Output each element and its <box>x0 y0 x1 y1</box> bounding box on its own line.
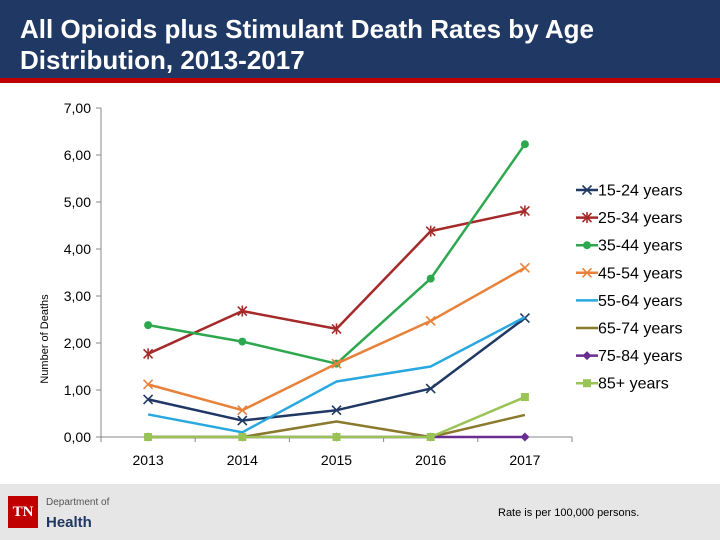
legend-label: 15-24 years <box>598 183 683 200</box>
series-line <box>147 316 526 434</box>
data-point <box>425 315 436 326</box>
tn-logo: TN <box>8 496 38 528</box>
marker-stroke <box>331 358 342 369</box>
series-25-34-years <box>143 205 530 360</box>
legend-marker <box>582 351 592 361</box>
data-point <box>331 358 342 369</box>
legend-item: 75-84 years <box>576 348 683 365</box>
marker-stroke <box>425 315 436 326</box>
data-point <box>425 383 436 394</box>
data-point <box>237 305 248 317</box>
series-line <box>147 266 526 412</box>
marker-stroke <box>143 379 154 390</box>
marker-stroke <box>519 262 530 273</box>
legend-marker <box>581 212 593 224</box>
legend-marker <box>583 241 591 250</box>
marker-stroke <box>143 394 154 405</box>
legend-label: 25-34 years <box>598 210 683 227</box>
x-tick-label: 2016 <box>415 452 446 468</box>
y-tick-label: 3,00 <box>64 288 91 304</box>
data-point <box>520 432 530 442</box>
data-point <box>519 205 530 217</box>
data-point <box>426 433 435 441</box>
x-tick-label: 2015 <box>321 452 352 468</box>
legend-label: 75-84 years <box>598 348 683 365</box>
data-point <box>332 433 341 441</box>
y-tick-label: 6,00 <box>64 147 91 163</box>
logo-department-text: Department of <box>46 497 110 508</box>
data-point <box>237 415 248 426</box>
legend-marker <box>583 379 591 388</box>
data-point <box>143 379 154 390</box>
data-point <box>237 405 248 416</box>
data-point <box>331 405 342 416</box>
data-point <box>426 274 435 283</box>
marker-stroke <box>581 184 593 196</box>
y-axis-title: Number of Deaths <box>39 294 51 384</box>
data-point <box>144 321 153 330</box>
legend-label: 65-74 years <box>598 321 683 338</box>
marker-stroke <box>237 415 248 426</box>
y-tick-label: 2,00 <box>64 335 91 351</box>
title-accent-bar <box>0 78 720 83</box>
data-point <box>144 433 153 441</box>
legend-item: 85+ years <box>576 376 669 393</box>
marker-stroke <box>237 405 248 416</box>
x-tick-label: 2014 <box>227 452 258 468</box>
legend-marker <box>581 184 593 196</box>
legend-item: 35-44 years <box>576 238 683 255</box>
y-tick-label: 4,00 <box>64 241 91 257</box>
x-axis-labels: 2013 2014 2015 2016 2017 <box>133 452 541 468</box>
data-point <box>425 225 436 237</box>
series-layer <box>143 140 530 442</box>
series-85-years <box>144 393 529 441</box>
y-tick-label: 7,00 <box>64 100 91 116</box>
y-tick-label: 5,00 <box>64 194 91 210</box>
page-title: All Opioids plus Stimulant Death Rates b… <box>20 14 595 75</box>
series-line <box>148 395 526 439</box>
legend-item: 15-24 years <box>576 183 683 200</box>
legend-label: 35-44 years <box>598 238 683 255</box>
line-chart: 0,001,002,003,004,005,006,007,00 2013 201… <box>39 100 683 468</box>
data-point <box>238 433 247 441</box>
legend-item: 45-54 years <box>576 265 683 282</box>
y-tick-label: 1,00 <box>64 382 91 398</box>
chart-axes <box>96 107 573 442</box>
data-point <box>143 394 154 405</box>
legend-label: 85+ years <box>598 376 669 393</box>
legend-item: 65-74 years <box>576 321 683 338</box>
legend-label: 45-54 years <box>598 265 683 282</box>
marker-stroke <box>331 405 342 416</box>
marker-stroke <box>425 383 436 394</box>
marker-stroke <box>581 267 593 278</box>
x-tick-label: 2017 <box>509 452 540 468</box>
legend-item: 25-34 years <box>576 210 683 227</box>
data-point <box>519 262 530 273</box>
data-point <box>331 323 342 335</box>
data-point <box>143 348 154 360</box>
y-axis-labels: 0,00 1,00 2,00 3,00 4,00 5,00 6,00 7,00 <box>64 100 91 445</box>
series-55-64-years <box>147 316 526 434</box>
legend-item: 55-64 years <box>576 293 683 310</box>
rate-note: Rate is per 100,000 persons. <box>498 507 640 519</box>
legend-label: 55-64 years <box>598 293 683 310</box>
legend-marker <box>581 267 593 278</box>
logo-health-text: Health <box>46 514 92 531</box>
x-tick-label: 2013 <box>133 452 164 468</box>
data-point <box>520 393 529 402</box>
data-point <box>238 337 247 346</box>
footer-bar <box>0 484 720 540</box>
title-bar <box>0 0 720 78</box>
series-45-54-years <box>143 262 530 416</box>
y-tick-label: 0,00 <box>64 429 91 445</box>
chart-legend: 15-24 years 25-34 years 35-44 years 45-54 y… <box>576 183 683 393</box>
data-point <box>520 140 529 149</box>
